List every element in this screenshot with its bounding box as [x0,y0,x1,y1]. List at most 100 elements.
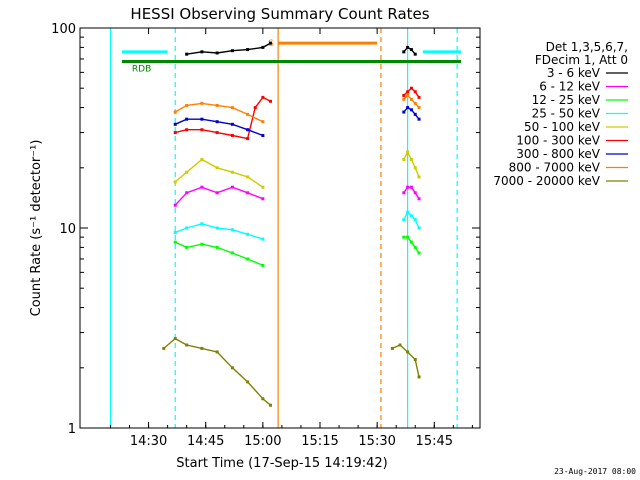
data-point-8-0-1 [173,337,177,341]
data-point-6-0-4 [230,122,234,126]
data-point-6-0-2 [200,117,204,121]
data-point-4-1-1 [406,150,410,154]
series-line-1-0 [174,186,264,206]
data-point-3-0-0 [173,230,177,234]
chart-title: HESSI Observing Summary Count Rates [130,5,429,23]
data-point-4-1-3 [413,166,417,170]
data-point-3-1-4 [417,226,421,230]
series-line-8-0 [163,337,271,406]
data-point-7-1-4 [417,106,421,110]
data-point-3-0-4 [230,228,234,232]
data-point-4-0-5 [246,175,250,179]
data-point-0-0-2 [215,51,219,55]
series-line-3-0 [174,223,264,240]
data-point-2-0-2 [200,242,204,246]
data-point-7-0-5 [246,112,250,116]
data-point-7-1-0 [402,97,406,101]
data-point-5-0-4 [230,134,234,138]
data-point-7-1-2 [409,97,413,101]
data-point-2-1-1 [406,235,410,239]
y-tick-label-1: 10 [59,222,76,237]
data-point-3-0-3 [215,226,219,230]
data-point-8-0-6 [246,380,250,384]
data-point-0-1-0 [402,50,406,54]
data-point-1-1-1 [406,185,410,189]
legend-label-5: 100 - 300 keV [516,134,600,148]
data-point-7-0-3 [215,103,219,107]
data-point-2-0-1 [185,245,189,249]
data-point-0-0-1 [200,50,204,54]
data-point-0-1-1 [406,45,410,49]
data-point-8-0-4 [215,350,219,354]
legend-header-1: FDecim 1, Att 0 [535,53,628,67]
legend-header-0: Det 1,3,5,6,7, [546,40,628,54]
data-point-6-1-3 [413,112,417,116]
data-point-2-1-4 [417,251,421,255]
data-point-6-0-6 [261,134,265,138]
data-point-1-1-0 [402,191,406,195]
data-point-1-1-4 [417,197,421,201]
data-point-4-1-4 [417,175,421,179]
data-point-1-0-5 [246,191,250,195]
y-tick-label-0: 1 [68,422,76,437]
data-point-0-1-2 [409,48,413,52]
data-point-0-0-6 [268,41,272,45]
data-point-3-1-1 [406,210,410,214]
data-point-5-0-2 [200,128,204,132]
data-point-5-0-7 [261,95,265,99]
x-tick-label-5: 15:45 [416,434,453,449]
data-point-3-0-6 [261,237,265,241]
data-point-7-0-2 [200,101,204,105]
legend-label-4: 50 - 100 keV [524,120,601,134]
data-point-1-0-2 [200,185,204,189]
data-point-5-1-1 [406,90,410,94]
x-axis-label: Start Time (17-Sep-15 14:19:42) [176,456,387,471]
data-point-5-0-3 [215,131,219,135]
data-point-2-0-3 [215,245,219,249]
data-point-1-0-6 [261,197,265,201]
data-point-8-0-8 [268,403,272,407]
data-point-7-0-1 [185,103,189,107]
data-point-3-0-1 [185,226,189,230]
data-point-0-0-5 [261,45,265,49]
data-point-2-0-4 [230,251,234,255]
data-point-6-0-1 [185,117,189,121]
x-tick-label-1: 14:45 [187,434,224,449]
data-point-6-0-5 [246,128,250,132]
x-tick-label-0: 14:30 [130,434,167,449]
data-point-1-0-1 [185,191,189,195]
legend-label-3: 25 - 50 keV [532,107,601,121]
legend-label-1: 6 - 12 keV [539,80,601,94]
data-point-5-1-2 [409,86,413,90]
data-point-4-0-0 [173,180,177,184]
y-axis-label: Count Rate (s⁻¹ detector⁻¹) [29,140,44,317]
series-line-4-1 [403,150,420,178]
data-point-5-1-3 [413,90,417,94]
x-tick-label-3: 15:15 [301,434,338,449]
data-point-3-1-2 [409,214,413,218]
data-point-8-0-7 [261,397,265,401]
series-line-2-0 [174,241,264,267]
data-point-4-1-2 [409,158,413,162]
x-tick-label-4: 15:30 [358,434,395,449]
data-point-3-1-0 [402,218,406,222]
data-point-1-0-3 [215,191,219,195]
data-point-5-0-1 [185,128,189,132]
legend-label-7: 800 - 7000 keV [509,161,601,175]
series-line-0-0 [186,42,271,55]
data-point-4-1-0 [402,158,406,162]
data-point-6-0-3 [215,120,219,124]
plot-area: RDBS [109,28,461,428]
data-point-8-0-3 [200,346,204,350]
series-line-2-1 [403,236,420,254]
data-point-0-1-3 [413,52,417,56]
data-point-4-0-2 [200,158,204,162]
data-point-7-1-1 [406,93,410,97]
data-point-6-1-4 [417,117,421,121]
data-point-7-0-0 [173,110,177,114]
data-point-8-1-2 [406,350,410,354]
legend-label-0: 3 - 6 keV [547,66,601,80]
rdb-label: RDB [132,64,151,74]
data-point-7-1-3 [413,101,417,105]
